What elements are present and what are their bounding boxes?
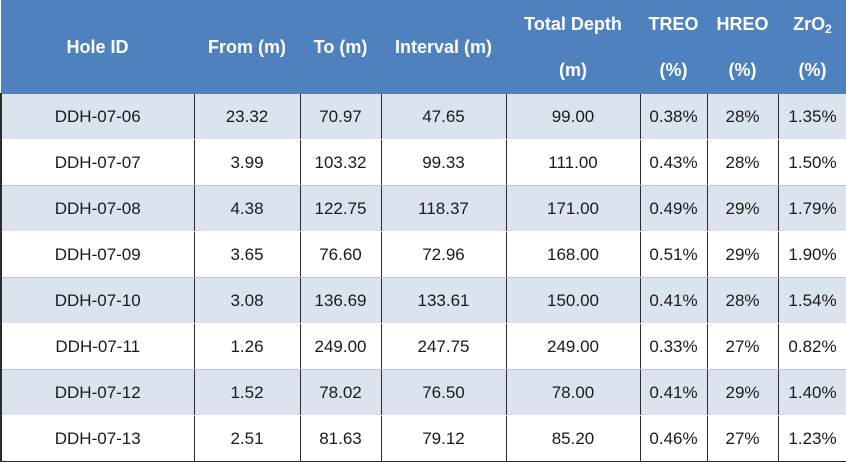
cell-from: 1.52 [193,369,301,416]
cell-zro2: 1.79% [777,185,846,232]
cell-interval: 72.96 [380,231,507,278]
cell-total-depth: 78.00 [505,369,641,416]
col-header-interval: Interval (m) [380,0,507,94]
cell-from: 2.51 [193,415,301,462]
cell-hreo: 28% [706,93,779,140]
cell-to: 122.75 [299,185,382,232]
cell-hreo: 29% [706,185,779,232]
cell-total-depth: 111.00 [505,139,641,186]
cell-hole-id: DDH-07-06 [0,93,195,140]
table-row: DDH-07-11 1.26 249.00 247.75 249.00 0.33% 27% 0… [0,323,846,370]
cell-hole-id: DDH-07-11 [0,323,195,370]
cell-hreo: 28% [706,277,779,324]
col-header-hole-id: Hole ID [0,0,195,94]
col-unit-zro2: (%) [777,47,846,94]
table-row: DDH-07-09 3.65 76.60 72.96 168.00 0.51% 29% 1.9… [0,231,846,278]
cell-to: 249.00 [299,323,382,370]
cell-interval: 47.65 [380,93,507,140]
col-unit-treo: (%) [639,47,708,94]
cell-treo: 0.49% [639,185,708,232]
cell-hreo: 29% [706,369,779,416]
cell-treo: 0.41% [639,369,708,416]
table-body: DDH-07-06 23.32 70.97 47.65 99.00 0.38% 28% 1.3… [0,93,846,462]
cell-total-depth: 171.00 [505,185,641,232]
cell-hole-id: DDH-07-10 [0,277,195,324]
cell-from: 3.99 [193,139,301,186]
col-header-hreo: HREO [706,0,779,48]
cell-treo: 0.43% [639,139,708,186]
table-row: DDH-07-13 2.51 81.63 79.12 85.20 0.46% 27% 1.23… [0,415,846,462]
cell-treo: 0.41% [639,277,708,324]
table-row: DDH-07-06 23.32 70.97 47.65 99.00 0.38% 28% 1.3… [0,93,846,140]
cell-from: 3.65 [193,231,301,278]
cell-from: 3.08 [193,277,301,324]
col-header-from: From (m) [193,0,301,94]
cell-hole-id: DDH-07-12 [0,369,195,416]
cell-from: 23.32 [193,93,301,140]
cell-total-depth: 249.00 [505,323,641,370]
cell-total-depth: 168.00 [505,231,641,278]
cell-zro2: 1.54% [777,277,846,324]
zro2-subscript: 2 [825,21,832,36]
cell-hreo: 27% [706,323,779,370]
table-row: DDH-07-07 3.99 103.32 99.33 111.00 0.43% 28% 1.… [0,139,846,186]
table-row: DDH-07-10 3.08 136.69 133.61 150.00 0.41% 28% 1… [0,277,846,324]
cell-interval: 99.33 [380,139,507,186]
cell-zro2: 1.40% [777,369,846,416]
cell-zro2: 0.82% [777,323,846,370]
cell-hreo: 28% [706,139,779,186]
cell-zro2: 1.35% [777,93,846,140]
col-header-total-depth: Total Depth [505,0,641,48]
cell-to: 78.02 [299,369,382,416]
cell-to: 70.97 [299,93,382,140]
cell-to: 136.69 [299,277,382,324]
cell-hole-id: DDH-07-09 [0,231,195,278]
cell-hreo: 27% [706,415,779,462]
cell-interval: 133.61 [380,277,507,324]
col-unit-total-depth: (m) [505,47,641,94]
cell-treo: 0.38% [639,93,708,140]
cell-total-depth: 99.00 [505,93,641,140]
cell-zro2: 1.90% [777,231,846,278]
col-header-zro2: ZrO2 [777,0,846,48]
cell-zro2: 1.23% [777,415,846,462]
cell-interval: 118.37 [380,185,507,232]
cell-to: 76.60 [299,231,382,278]
zro2-base: ZrO [793,13,826,34]
col-unit-hreo: (%) [706,47,779,94]
cell-zro2: 1.50% [777,139,846,186]
table-header: Hole ID From (m) To (m) Interval (m) Tot… [0,0,846,94]
cell-hole-id: DDH-07-13 [0,415,195,462]
col-header-to: To (m) [299,0,382,94]
cell-to: 103.32 [299,139,382,186]
cell-from: 4.38 [193,185,301,232]
cell-interval: 247.75 [380,323,507,370]
cell-hreo: 29% [706,231,779,278]
cell-interval: 79.12 [380,415,507,462]
cell-to: 81.63 [299,415,382,462]
cell-treo: 0.51% [639,231,708,278]
cell-total-depth: 150.00 [505,277,641,324]
cell-from: 1.26 [193,323,301,370]
cell-treo: 0.46% [639,415,708,462]
cell-interval: 76.50 [380,369,507,416]
cell-hole-id: DDH-07-08 [0,185,195,232]
cell-hole-id: DDH-07-07 [0,139,195,186]
table-row: DDH-07-08 4.38 122.75 118.37 171.00 0.49% 29% 1… [0,185,846,232]
col-header-treo: TREO [639,0,708,48]
cell-treo: 0.33% [639,323,708,370]
table-row: DDH-07-12 1.52 78.02 76.50 78.00 0.41% 29% 1.40… [0,369,846,416]
cell-total-depth: 85.20 [505,415,641,462]
